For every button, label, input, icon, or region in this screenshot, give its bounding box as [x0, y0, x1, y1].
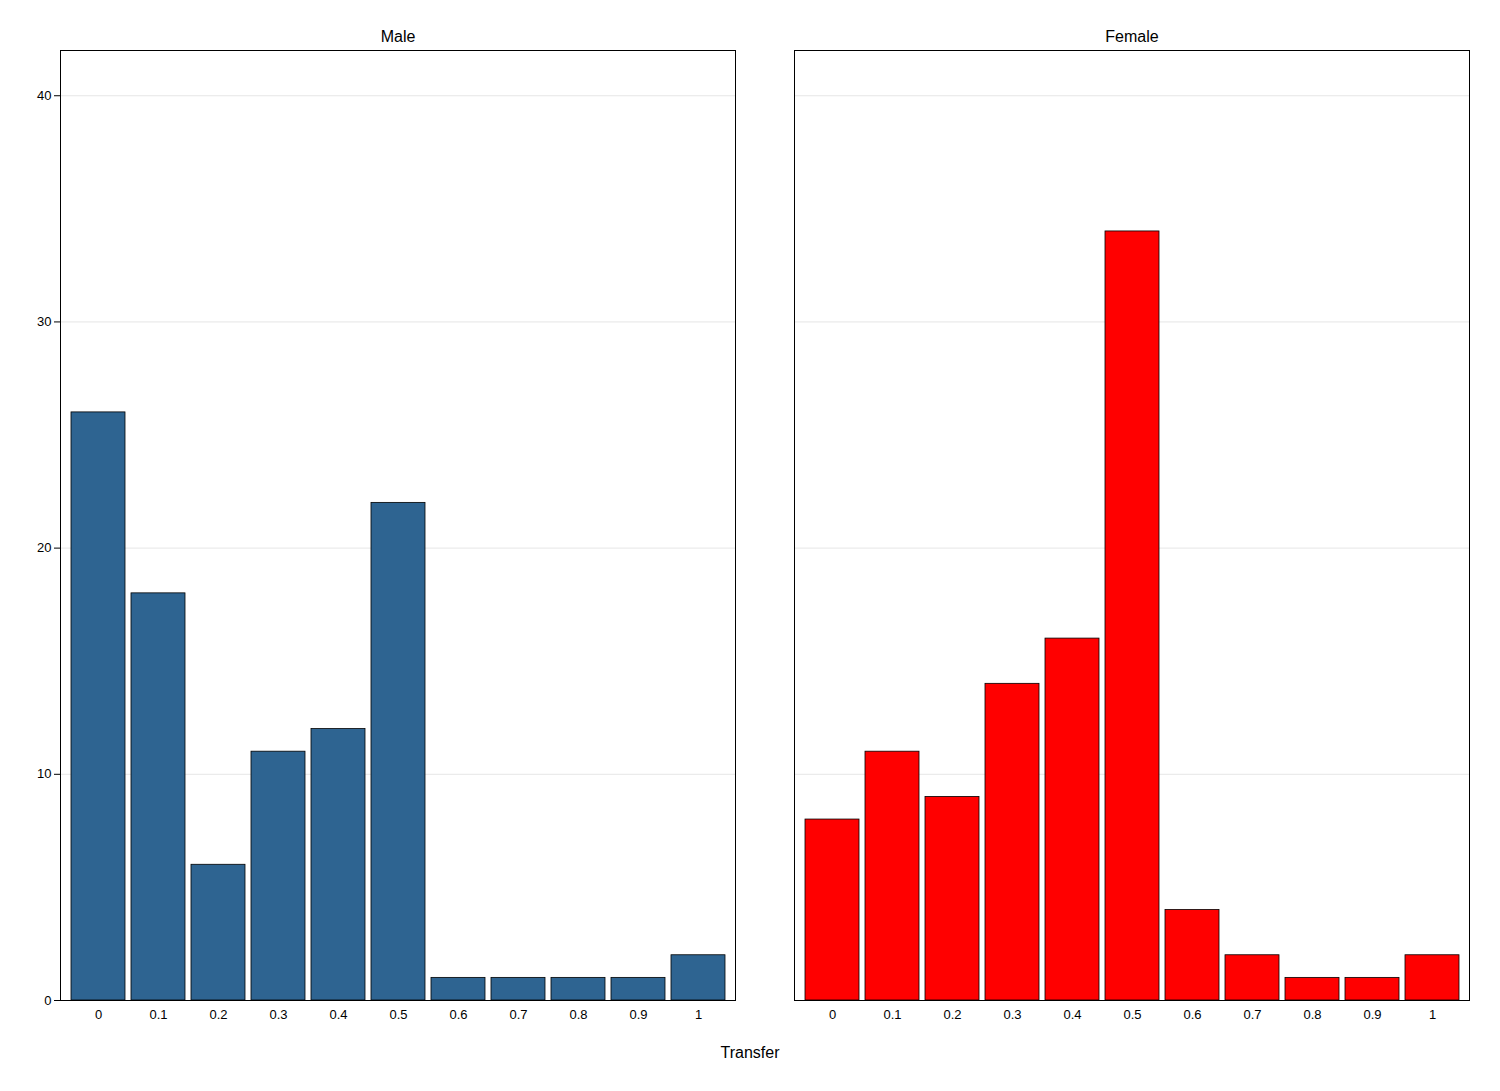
svg-text:0: 0 — [44, 993, 51, 1008]
svg-text:10: 10 — [37, 766, 51, 781]
html-text:Transfer: Transfer — [720, 1044, 780, 1061]
svg-text:Female: Female — [1105, 28, 1158, 45]
svg-text:0.9: 0.9 — [1363, 1007, 1381, 1022]
svg-text:0.2: 0.2 — [943, 1007, 961, 1022]
svg-text:1: 1 — [1429, 1007, 1436, 1022]
svg-text:0.7: 0.7 — [1243, 1007, 1261, 1022]
svg-text:1: 1 — [695, 1007, 702, 1022]
svg-text:0.5: 0.5 — [1123, 1007, 1141, 1022]
svg-text:0.1: 0.1 — [883, 1007, 901, 1022]
svg-text:30: 30 — [37, 314, 51, 329]
svg-text:Male: Male — [381, 28, 416, 45]
svg-text:0.4: 0.4 — [1063, 1007, 1081, 1022]
svg-text:0.2: 0.2 — [209, 1007, 227, 1022]
svg-text:40: 40 — [37, 88, 51, 103]
svg-text:0: 0 — [95, 1007, 102, 1022]
svg-text:0.7: 0.7 — [509, 1007, 527, 1022]
svg-text:0.6: 0.6 — [1183, 1007, 1201, 1022]
svg-text:0.6: 0.6 — [449, 1007, 467, 1022]
svg-text:0.8: 0.8 — [1303, 1007, 1321, 1022]
svg-text:0.3: 0.3 — [1003, 1007, 1021, 1022]
svg-text:20: 20 — [37, 540, 51, 555]
svg-text:0: 0 — [829, 1007, 836, 1022]
svg-text:0.3: 0.3 — [269, 1007, 287, 1022]
svg-text:0.4: 0.4 — [329, 1007, 347, 1022]
svg-text:0.8: 0.8 — [569, 1007, 587, 1022]
svg-text:0.5: 0.5 — [389, 1007, 407, 1022]
svg-text:0.9: 0.9 — [629, 1007, 647, 1022]
svg-text:0.1: 0.1 — [149, 1007, 167, 1022]
